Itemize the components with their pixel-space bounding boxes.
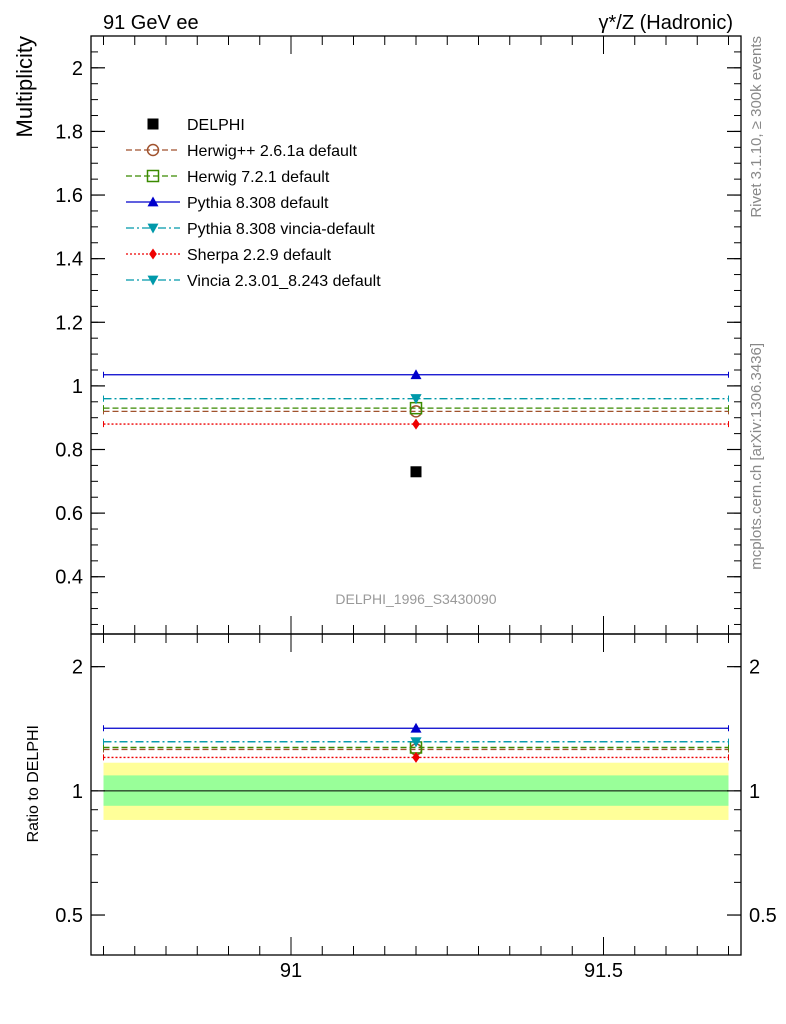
ratio-ytick-label-left: 1 [72,781,83,803]
main-series-marker [410,369,422,380]
legend-marker [146,169,160,183]
legend-marker [147,196,159,207]
legend-label: Pythia 8.308 default [187,195,329,212]
main-ytick-label: 1.6 [55,185,83,207]
delphi-data-point [410,466,422,478]
main-ytick-label: 0.4 [55,567,83,589]
legend: DELPHI Herwig++ 2.6.1a default Herwig 7.2.… [126,117,381,290]
legend-marker [149,248,157,260]
ratio-series-marker [410,737,422,748]
ratio-panel: 0.5 0.5 1 1 2 2 91 91.5 [55,633,777,982]
legend-label-delphi: DELPHI [187,117,245,134]
legend-label: Vincia 2.3.01_8.243 default [187,273,381,290]
main-ytick-label: 1.8 [55,121,83,143]
main-ytick-label: 2 [72,58,83,80]
ratio-xtick-label: 91 [280,960,302,982]
ratio-ylabel: Ratio to DELPHI [25,725,42,842]
main-ylabel: Multiplicity [12,36,37,137]
main-series-marker [412,418,420,430]
legend-marker [146,143,160,157]
mcplots-label: mcplots.cern.ch [arXiv:1306.3436] [748,343,765,570]
main-ytick-label: 1.4 [55,249,83,271]
header-left: 91 GeV ee [103,12,199,34]
ratio-ytick-label-left: 0.5 [55,905,83,927]
header-right: γ*/Z (Hadronic) [599,12,733,34]
ratio-xtick-label: 91.5 [584,960,623,982]
ratio-ytick-label-right: 0.5 [749,905,777,927]
ratio-series-marker [412,751,420,763]
legend-label: Herwig 7.2.1 default [187,169,330,186]
main-ytick-label: 0.6 [55,503,83,525]
legend-label: Pythia 8.308 vincia-default [187,221,375,238]
legend-marker [147,223,159,234]
legend-marker [147,275,159,286]
rivet-label: Rivet 3.1.10, ≥ 300k events [748,36,765,218]
legend-label: Sherpa 2.2.9 default [187,247,332,264]
legend-marker-delphi [147,118,159,130]
main-ytick-label: 1.2 [55,312,83,334]
ratio-ytick-label-right: 2 [749,657,760,679]
ratio-ytick-label-left: 2 [72,657,83,679]
main-ytick-label: 0.8 [55,440,83,462]
legend-label: Herwig++ 2.6.1a default [187,143,357,160]
ratio-series-marker [410,722,422,733]
main-series-marker [410,394,422,405]
ratio-ytick-label-right: 1 [749,781,760,803]
watermark: DELPHI_1996_S3430090 [335,591,496,607]
main-ytick-label: 1 [72,376,83,398]
